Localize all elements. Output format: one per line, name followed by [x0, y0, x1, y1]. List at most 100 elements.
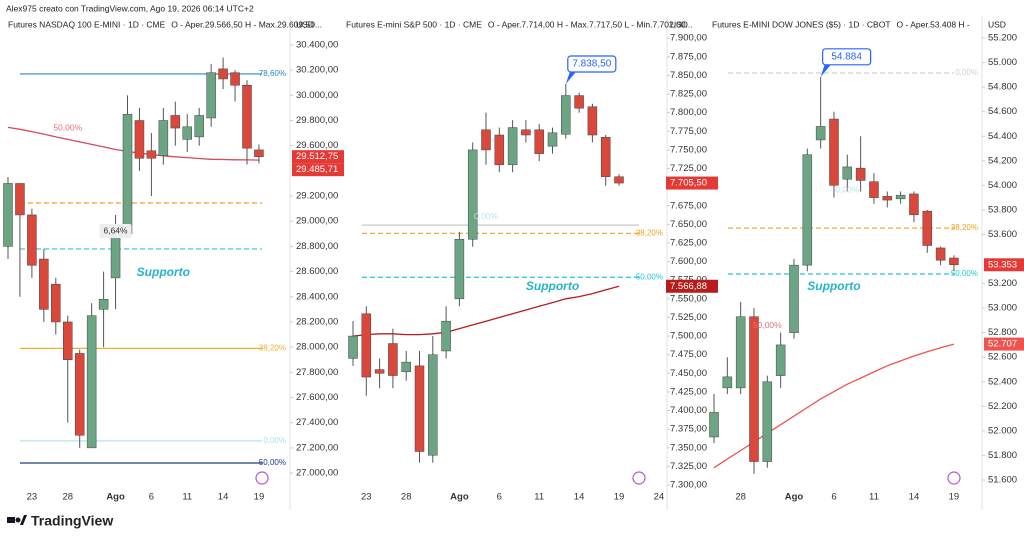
y-tick-label: 54.800 [988, 82, 1017, 93]
panel-title: Futures NASDAQ 100 E-MINI · 1D · CME [8, 19, 166, 29]
candle-body [388, 344, 397, 376]
candle-body [63, 322, 72, 360]
y-tick-label: 52.800 [988, 327, 1017, 338]
candle-body [349, 336, 358, 358]
y-tick-label: 27.600,00 [296, 392, 338, 403]
panel-title: Futures E-MINI DOW JONES ($5) · 1D · CBO… [712, 19, 891, 29]
candle-body [936, 248, 945, 260]
currency: USD [296, 19, 314, 29]
y-tick-label: 7.450,00 [670, 368, 707, 379]
y-tick-label: 28.000,00 [296, 342, 338, 353]
candle-body [843, 167, 852, 179]
candle-body [856, 168, 865, 180]
candle-body [442, 321, 451, 351]
brand: TradingView [31, 513, 113, 529]
candle-body [135, 121, 144, 159]
y-tick-label: 7.325,00 [670, 461, 707, 472]
ohlc-info: O - Aper.53.408 H - [897, 19, 970, 29]
candle-body [749, 317, 758, 462]
x-tick-label: 23 [361, 492, 372, 503]
candle-body [776, 345, 785, 376]
y-tick-label: 52.400 [988, 376, 1017, 387]
candle-body [883, 196, 892, 200]
y-tick-label: 53.200 [988, 278, 1017, 289]
candle-body [171, 115, 180, 128]
y-tick-label: 7.350,00 [670, 442, 707, 453]
y-tick-label: 54.400 [988, 131, 1017, 142]
candle-body [159, 121, 168, 156]
candle-body [455, 239, 464, 299]
x-tick-label: 23 [27, 492, 38, 503]
fib-label: 38,20% [636, 228, 663, 237]
y-tick-label: 28.400,00 [296, 291, 338, 302]
y-tick-label: 52.200 [988, 401, 1017, 412]
x-tick-label: 19 [254, 492, 265, 503]
y-tick-label: 7.500,00 [670, 331, 707, 342]
candle-body [736, 317, 745, 388]
candle-body [111, 234, 120, 278]
candle-body [15, 183, 24, 214]
y-tick-label: 7.300,00 [670, 480, 707, 491]
y-tick-label: 29.000,00 [296, 216, 338, 227]
x-tick-label: 14 [574, 492, 585, 503]
candle-body [923, 211, 932, 245]
x-tick-label: 28 [62, 492, 73, 503]
candle-body [39, 259, 48, 309]
candle-body [548, 133, 557, 146]
currency: USD [670, 19, 688, 29]
candle-body [521, 130, 530, 135]
y-tick-label: 28.200,00 [296, 316, 338, 327]
annotation: 50,00% [753, 320, 782, 330]
x-tick-label: 6 [831, 492, 836, 503]
y-tick-label: 7.375,00 [670, 424, 707, 435]
candle-body [254, 150, 263, 157]
y-tick-label: 7.800,00 [670, 107, 707, 118]
annotation: 0,00% [835, 185, 860, 195]
x-tick-label: 6 [149, 492, 154, 503]
y-tick-label: 30.200,00 [296, 65, 338, 76]
y-tick-label: 7.600,00 [670, 256, 707, 267]
candle-body [123, 114, 132, 234]
candle-body [816, 126, 825, 140]
candle-body [495, 135, 504, 165]
y-tick-label: 7.875,00 [670, 51, 707, 62]
y-tick-label: 53.600 [988, 229, 1017, 240]
candle-body [243, 85, 252, 148]
y-tick-label: 7.825,00 [670, 89, 707, 100]
candle-body [829, 119, 838, 185]
y-tick-label: 54.200 [988, 155, 1017, 166]
x-tick-label: 28 [735, 492, 746, 503]
y-tick-label: 7.525,00 [670, 312, 707, 323]
candle-body [428, 355, 437, 456]
x-tick-label: 24 [654, 492, 665, 503]
y-tick-label: 28.800,00 [296, 241, 338, 252]
candle-body [219, 69, 228, 79]
y-tick-label: 27.000,00 [296, 468, 338, 479]
candle-body [575, 96, 584, 109]
y-tick-label: 53.800 [988, 204, 1017, 215]
y-tick-label: 29.600,00 [296, 140, 338, 151]
header: Alex975 creato con TradingView.com, Ago … [6, 3, 254, 13]
price-tag-label: 52.707 [988, 339, 1017, 350]
candle-body [375, 370, 384, 374]
candle-body [803, 155, 812, 265]
candle-body [869, 182, 878, 198]
price-tag-label: 29.485,71 [296, 164, 338, 175]
candle-body [789, 265, 798, 333]
price-tag-label: 53.353 [988, 259, 1017, 270]
x-tick-label: Ago [450, 492, 469, 503]
candle-body [147, 151, 156, 159]
candle-body [183, 127, 192, 140]
y-tick-label: 27.800,00 [296, 367, 338, 378]
y-tick-label: 30.000,00 [296, 90, 338, 101]
x-tick-label: 11 [182, 492, 192, 503]
candle-body [4, 183, 13, 246]
candle-body [231, 73, 240, 86]
y-tick-label: 28.600,00 [296, 266, 338, 277]
candle-body [362, 314, 371, 377]
candle-body [710, 412, 719, 437]
candle-body [896, 195, 905, 199]
candle-body [615, 177, 624, 183]
candle-body [535, 130, 544, 154]
